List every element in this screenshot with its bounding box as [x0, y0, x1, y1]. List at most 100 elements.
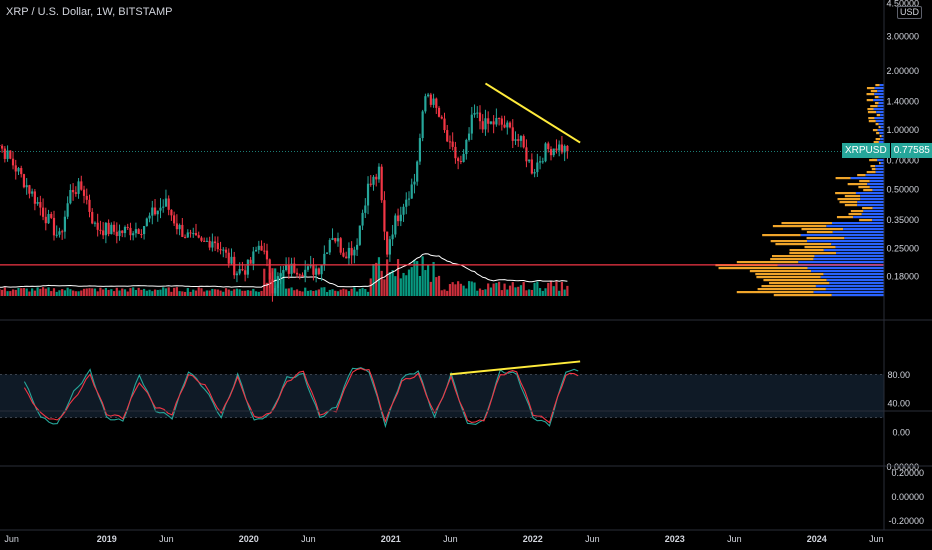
candle [107, 222, 110, 235]
volume-bar [153, 289, 157, 296]
volume-bars [0, 253, 569, 296]
volume-bar [22, 288, 26, 296]
candle [331, 238, 334, 240]
profile-bar-sell [866, 87, 875, 90]
time-tick-label: 2023 [665, 534, 685, 544]
profile-bar-sell [789, 249, 824, 252]
profile-bar-sell [718, 267, 808, 270]
candle [336, 238, 340, 242]
candle [102, 230, 105, 236]
volume-bar [282, 270, 285, 296]
candle [467, 133, 471, 140]
volume-bar [383, 279, 386, 296]
volume-bar [416, 261, 419, 296]
profile-bar-sell [850, 210, 864, 213]
profile-bar-buy [877, 105, 884, 108]
volume-bar [358, 288, 361, 296]
volume-bar [189, 291, 192, 296]
profile-bar-buy [853, 216, 884, 219]
profile-bar-sell [874, 102, 879, 105]
profile-bar-buy [806, 240, 884, 243]
volume-bar [304, 287, 307, 296]
price-tick-label: 0.25000 [886, 243, 919, 253]
candle [435, 98, 438, 108]
volume-bar [137, 287, 140, 296]
currency-badge[interactable]: USD [897, 6, 923, 19]
profile-bar-sell [876, 114, 881, 117]
volume-bar [533, 282, 536, 296]
volume-bar [541, 290, 544, 296]
profile-bar-sell [801, 228, 844, 231]
volume-bar [74, 291, 77, 296]
time-tick-label: 2024 [807, 534, 827, 544]
profile-bar-sell [875, 138, 881, 141]
volume-bar [427, 264, 430, 296]
profile-bar-buy [807, 267, 884, 270]
volume-bar [317, 289, 320, 296]
candle [476, 112, 479, 114]
candle [558, 144, 561, 151]
candle [421, 111, 424, 139]
price-tick-label: 2.00000 [886, 66, 919, 76]
candle [451, 141, 454, 147]
volume-bar [31, 288, 34, 296]
profile-bar-buy [831, 294, 884, 297]
candle [306, 266, 310, 270]
candle [80, 181, 83, 190]
volume-bar [410, 267, 413, 296]
profile-bar-sell [866, 93, 875, 96]
profile-bar-sell [775, 243, 832, 246]
volume-bar [339, 289, 342, 296]
candle [211, 241, 214, 248]
volume-bar [473, 282, 476, 296]
volume-bar [58, 290, 61, 296]
candle [440, 116, 443, 119]
candle [304, 269, 307, 277]
volume-bar [200, 288, 203, 296]
candle [386, 231, 389, 255]
profile-bar-buy [878, 123, 884, 126]
volume-bar [290, 287, 293, 296]
candle [249, 259, 252, 264]
profile-bar-sell [859, 180, 870, 183]
volume-bar [312, 291, 315, 296]
profile-bar-sell [773, 294, 832, 297]
profile-bar-sell [879, 162, 881, 165]
time-tick-label: Jun [727, 534, 742, 544]
profile-bar-buy [814, 255, 884, 258]
profile-bar-buy [820, 276, 884, 279]
candle [356, 244, 359, 250]
candle [126, 226, 129, 228]
candle [454, 146, 457, 159]
candle [91, 211, 94, 224]
candle [285, 265, 288, 271]
volume-bar [170, 291, 173, 296]
candle [424, 96, 427, 112]
candle [282, 270, 285, 273]
volume-bar [181, 291, 184, 296]
profile-bar-buy [823, 249, 884, 252]
candle [129, 227, 132, 236]
volume-bar [52, 288, 56, 296]
volume-bar [205, 290, 209, 296]
candle [181, 224, 184, 237]
profile-bar-sell [749, 270, 812, 273]
volume-bar [222, 291, 225, 296]
volume-bar [315, 290, 318, 296]
volume-bar [334, 290, 337, 296]
candle [246, 259, 249, 275]
candle [200, 237, 203, 241]
volume-bar [244, 290, 247, 296]
candle [93, 222, 97, 224]
candle [112, 224, 116, 232]
candle [530, 159, 533, 174]
profile-bar-buy [879, 132, 884, 135]
candle [517, 139, 520, 141]
volume-bar [301, 291, 304, 296]
volume-bar [104, 288, 107, 296]
volume-bar [47, 287, 50, 296]
volume-bar [405, 275, 408, 296]
volume-bar [1, 289, 4, 296]
profile-bar-buy [876, 111, 884, 114]
